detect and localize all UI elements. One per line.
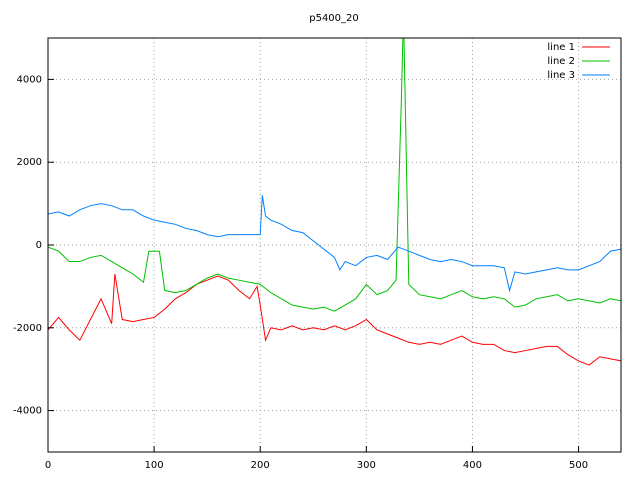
chart-title: p5400_20 xyxy=(309,13,359,24)
x-tick-label: 100 xyxy=(145,460,164,471)
plot-border xyxy=(47,37,622,453)
legend-label: line 3 xyxy=(547,70,575,81)
y-tick-label: 0 xyxy=(36,240,42,251)
x-tick-label: 500 xyxy=(569,460,588,471)
x-tick-label: 300 xyxy=(357,460,376,471)
x-tick-label: 200 xyxy=(251,460,270,471)
y-tick-label: -2000 xyxy=(13,323,42,334)
y-tick-label: -4000 xyxy=(13,406,42,417)
x-tick-label: 0 xyxy=(45,460,51,471)
grid xyxy=(47,38,621,452)
legend-label: line 2 xyxy=(547,56,575,67)
series-line xyxy=(48,273,621,366)
series-line xyxy=(48,38,621,312)
series-line xyxy=(48,195,621,293)
plot-area xyxy=(48,38,621,366)
legend-label: line 1 xyxy=(547,42,575,53)
y-tick-label: 2000 xyxy=(17,157,42,168)
y-tick-label: 4000 xyxy=(17,74,42,85)
x-tick-label: 400 xyxy=(463,460,482,471)
